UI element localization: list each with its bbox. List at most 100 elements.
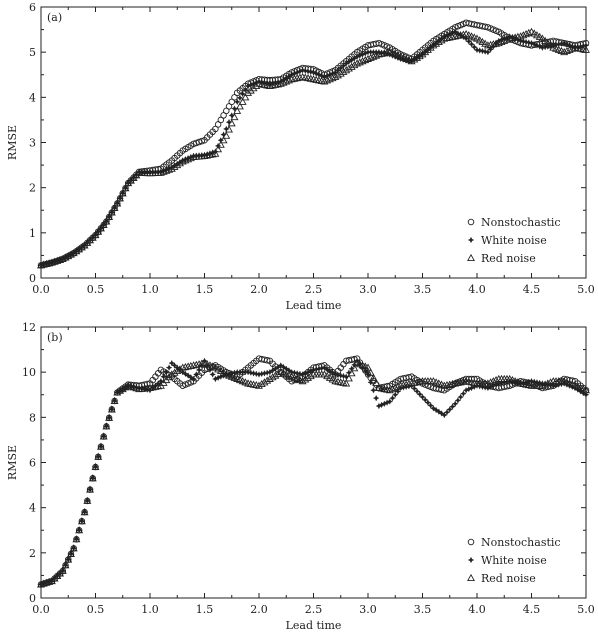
data-point-triangle [448, 379, 457, 388]
data-point-triangle [75, 526, 84, 534]
data-point-triangle [440, 381, 449, 389]
data-point-triangle [227, 119, 236, 127]
data-point-triangle [67, 250, 75, 258]
data-point-triangle [410, 378, 419, 386]
data-point-triangle [170, 368, 179, 376]
data-point-triangle [361, 55, 370, 64]
data-point-triangle [151, 382, 160, 390]
legend-label: Red noise [481, 572, 536, 585]
data-point-star [430, 405, 437, 412]
data-point-star [244, 368, 252, 376]
data-point-triangle [364, 363, 372, 371]
data-point-triangle [61, 253, 70, 261]
data-point-triangle [118, 384, 127, 393]
panel-label: (b) [47, 331, 63, 344]
data-point-triangle [342, 379, 351, 387]
data-point-triangle [505, 34, 514, 42]
data-point-star [187, 373, 195, 381]
data-point-triangle [45, 259, 54, 267]
data-point-star [487, 46, 494, 53]
data-point-triangle [121, 383, 130, 391]
data-point-star [193, 371, 200, 378]
y-axis-label: RMSE [6, 445, 19, 480]
data-point-star [201, 357, 208, 365]
data-point-triangle [47, 258, 56, 266]
data-point-star [190, 375, 197, 383]
data-point-triangle [500, 36, 509, 44]
data-point-star [449, 403, 456, 410]
panel-label: (a) [47, 11, 62, 24]
data-point-triangle [282, 77, 291, 85]
x-tick-label: 0.5 [87, 603, 105, 616]
data-point-triangle [197, 359, 206, 367]
data-point-star [528, 377, 535, 385]
data-point-triangle [483, 379, 492, 387]
data-point-triangle [192, 360, 201, 368]
data-point-triangle [116, 386, 124, 394]
data-point-triangle [72, 535, 81, 543]
data-point-star [247, 369, 255, 377]
data-point-star [182, 370, 189, 378]
data-point-triangle [83, 496, 92, 504]
data-point-triangle [344, 374, 353, 382]
data-point-triangle [69, 249, 78, 257]
data-point-star [522, 38, 530, 46]
data-point-triangle [271, 80, 280, 88]
data-point-triangle [293, 74, 302, 82]
data-point-triangle [233, 106, 242, 114]
data-point-star [236, 94, 244, 102]
data-point-triangle [178, 363, 187, 371]
data-point-triangle [511, 33, 520, 41]
data-point-triangle [203, 151, 212, 159]
data-point-triangle [350, 61, 359, 69]
data-point-star [451, 28, 459, 36]
x-tick-label: 4.0 [468, 283, 486, 296]
data-point-triangle [107, 208, 116, 216]
data-point-star [389, 394, 396, 402]
data-point-triangle [208, 150, 217, 158]
data-point-triangle [77, 243, 86, 251]
data-point-triangle [156, 168, 165, 176]
data-point-triangle [519, 31, 528, 39]
series-triangle [37, 27, 590, 269]
data-point-triangle [249, 84, 258, 92]
legend-entry: Nonstochastic [467, 216, 561, 229]
series-star [37, 357, 590, 588]
data-point-triangle [391, 383, 400, 391]
data-point-triangle [369, 373, 378, 381]
data-point-triangle [421, 48, 430, 56]
data-point-triangle [358, 57, 367, 65]
data-point-triangle [538, 34, 547, 42]
data-point-star [386, 398, 394, 405]
x-tick-label: 5.0 [577, 603, 595, 616]
data-point-triangle [181, 156, 190, 164]
data-point-star [484, 48, 492, 56]
data-point-triangle [565, 45, 574, 53]
data-point-triangle [434, 37, 443, 46]
y-tick-label: 8 [29, 411, 36, 424]
data-point-star [372, 394, 380, 402]
data-point-triangle [241, 93, 250, 101]
data-point-triangle [200, 151, 209, 160]
x-tick-label: 2.5 [305, 603, 323, 616]
data-point-triangle [216, 140, 225, 148]
x-tick-label: 3.0 [359, 603, 377, 616]
data-point-triangle [268, 81, 277, 89]
data-point-triangle [58, 566, 67, 574]
data-point-triangle [546, 378, 555, 386]
data-point-triangle [107, 405, 116, 413]
data-point-triangle [543, 39, 552, 47]
x-axis-label: Lead time [286, 619, 342, 632]
legend-entry: White noise [467, 554, 547, 567]
data-point-triangle [350, 364, 359, 372]
data-point-triangle [116, 194, 124, 202]
data-point-star [255, 78, 263, 85]
data-point-star [435, 408, 443, 415]
y-tick-label: 3 [29, 137, 36, 150]
data-point-triangle [394, 382, 402, 390]
data-point-triangle [189, 361, 198, 369]
data-point-star [454, 397, 462, 404]
data-point-triangle [429, 41, 438, 49]
data-point-triangle [418, 50, 427, 58]
data-point-star [231, 105, 238, 112]
